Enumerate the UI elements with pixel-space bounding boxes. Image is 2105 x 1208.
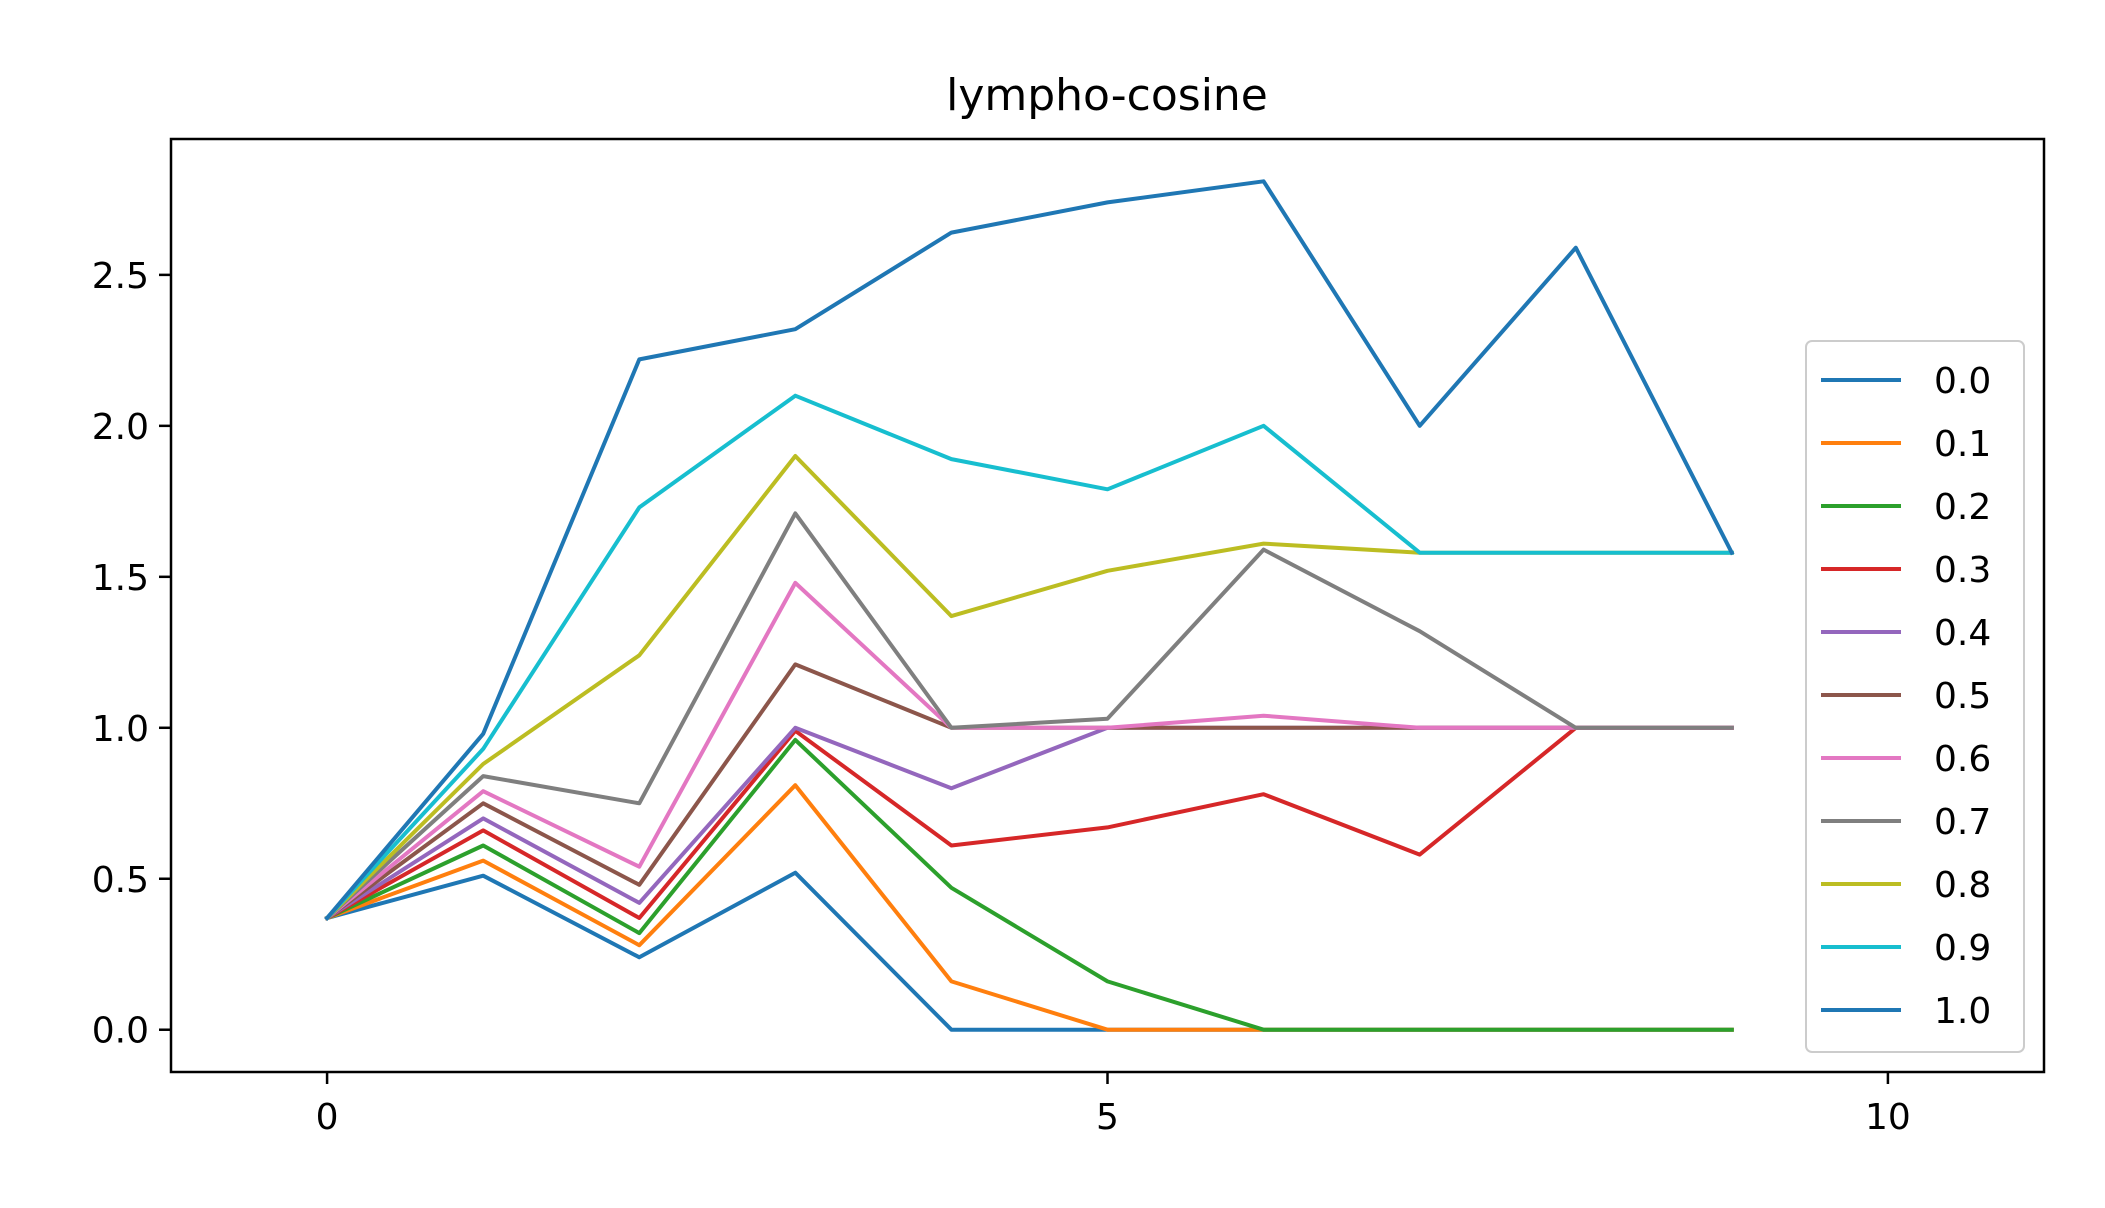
legend-box <box>1805 340 2025 1053</box>
chart-title: lympho-cosine <box>946 70 1268 121</box>
y-tick-label: 2.0 <box>92 407 149 448</box>
legend-label: 0.9 <box>1934 928 1991 969</box>
legend-label: 0.2 <box>1934 487 1991 528</box>
legend-label: 0.1 <box>1934 424 1991 465</box>
x-tick-label: 5 <box>1096 1097 1119 1138</box>
legend-label: 0.5 <box>1934 676 1991 717</box>
series-layer <box>324 179 1735 1032</box>
series-line-0.9 <box>324 393 1734 921</box>
y-tick-label: 0.5 <box>92 860 149 901</box>
y-tick-label: 1.5 <box>92 558 149 599</box>
x-tick-label: 0 <box>316 1097 339 1138</box>
legend-label: 0.3 <box>1934 550 1991 591</box>
y-axis: 0.0 0.5 1.0 1.5 2.0 2.5 <box>92 256 171 1052</box>
legend-label: 0.6 <box>1934 739 1991 780</box>
x-axis: 0 5 10 <box>316 1072 1911 1138</box>
x-tick-label: 10 <box>1865 1097 1911 1138</box>
series-line-0.3 <box>324 725 1734 921</box>
y-tick-label: 2.5 <box>92 256 149 297</box>
legend-label: 0.4 <box>1934 613 1991 654</box>
series-line-0.6 <box>324 580 1734 921</box>
legend-label: 0.0 <box>1934 361 1991 402</box>
plot-area <box>169 137 2046 1074</box>
legend-label: 1.0 <box>1934 991 1991 1032</box>
series-line-0.2 <box>324 737 1734 1032</box>
y-tick-label: 1.0 <box>92 709 149 750</box>
series-line-0.7 <box>324 511 1734 921</box>
legend-label: 0.7 <box>1934 802 1991 843</box>
legend: 0.0 0.1 0.2 0.3 0.4 0.5 0.6 0.7 0.8 0.9 1.0 <box>1805 340 2025 1053</box>
y-tick-label: 0.0 <box>92 1011 149 1052</box>
legend-label: 0.8 <box>1934 865 1991 906</box>
series-line-1.0 <box>324 179 1735 921</box>
